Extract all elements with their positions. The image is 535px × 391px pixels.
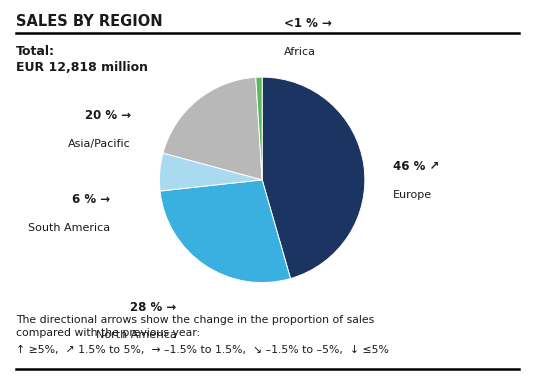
Text: Africa: Africa xyxy=(284,47,316,57)
Text: ↑ ≥5%,  ↗ 1.5% to 5%,  → –1.5% to 1.5%,  ↘ –1.5% to –5%,  ↓ ≤5%: ↑ ≥5%, ↗ 1.5% to 5%, → –1.5% to 1.5%, ↘ … xyxy=(16,345,389,355)
Text: Total:: Total: xyxy=(16,45,55,58)
Text: SALES BY REGION: SALES BY REGION xyxy=(16,14,163,29)
Text: compared with the previous year:: compared with the previous year: xyxy=(16,328,200,339)
Text: Europe: Europe xyxy=(393,190,432,200)
Wedge shape xyxy=(159,153,262,191)
Text: EUR 12,818 million: EUR 12,818 million xyxy=(16,61,148,74)
Text: 28 % →: 28 % → xyxy=(131,301,177,314)
Text: 20 % →: 20 % → xyxy=(85,109,131,122)
Wedge shape xyxy=(160,180,291,283)
Text: The directional arrows show the change in the proportion of sales: The directional arrows show the change i… xyxy=(16,315,374,325)
Wedge shape xyxy=(163,77,262,180)
Wedge shape xyxy=(256,77,262,180)
Text: 6 % →: 6 % → xyxy=(72,193,110,206)
Text: South America: South America xyxy=(27,223,110,233)
Text: North America: North America xyxy=(96,330,177,341)
Wedge shape xyxy=(262,77,365,278)
Text: <1 % →: <1 % → xyxy=(284,17,331,30)
Text: 46 % ↗: 46 % ↗ xyxy=(393,160,440,173)
Text: Asia/Pacific: Asia/Pacific xyxy=(68,139,131,149)
